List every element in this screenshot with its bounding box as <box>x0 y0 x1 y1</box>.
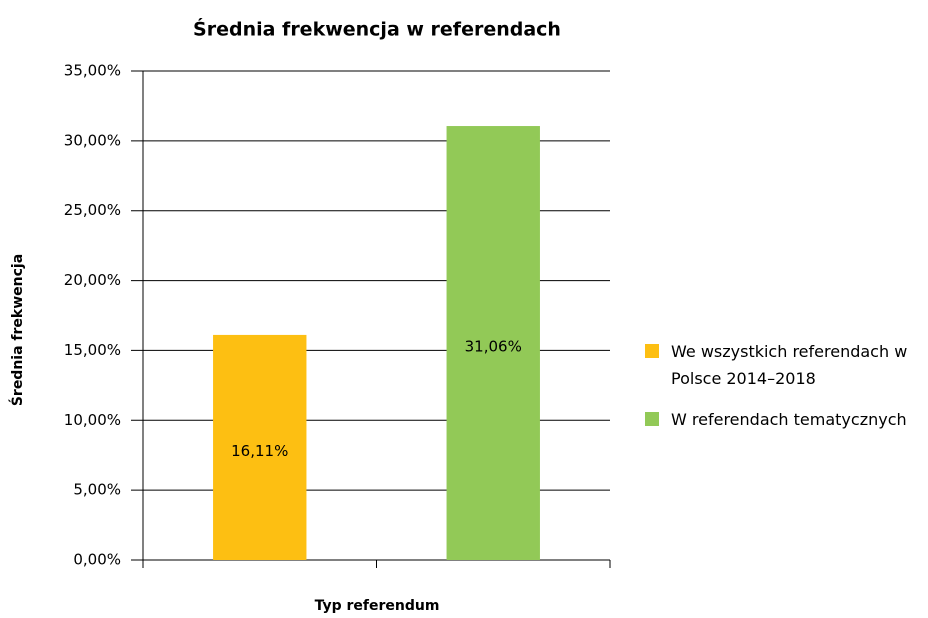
x-axis-label: Typ referendum <box>315 598 440 614</box>
y-axis-label: Średnia frekwencja <box>8 254 26 406</box>
chart-title: Średnia frekwencja w referendach <box>193 17 561 41</box>
legend-label: W referendach tematycznych <box>671 410 907 429</box>
y-tick-label: 30,00% <box>64 131 121 149</box>
legend: We wszystkich referendach w Polsce 2014–… <box>645 338 915 447</box>
y-tick-label: 0,00% <box>73 551 121 569</box>
y-tick-label: 10,00% <box>64 411 121 429</box>
value-label: 16,11% <box>231 442 288 460</box>
value-label: 31,06% <box>465 338 522 356</box>
legend-item: W referendach tematycznych <box>645 406 915 433</box>
y-tick-label: 20,00% <box>64 271 121 289</box>
y-tick-label: 5,00% <box>73 481 121 499</box>
bar <box>213 334 307 560</box>
bar <box>446 126 540 561</box>
y-tick-label: 35,00% <box>64 62 121 80</box>
y-tick-label: 25,00% <box>64 201 121 219</box>
legend-item: We wszystkich referendach w Polsce 2014–… <box>645 338 915 392</box>
y-tick-label: 15,00% <box>64 341 121 359</box>
legend-label: We wszystkich referendach w Polsce 2014–… <box>671 342 908 388</box>
legend-swatch <box>645 412 659 426</box>
legend-swatch <box>645 344 659 358</box>
